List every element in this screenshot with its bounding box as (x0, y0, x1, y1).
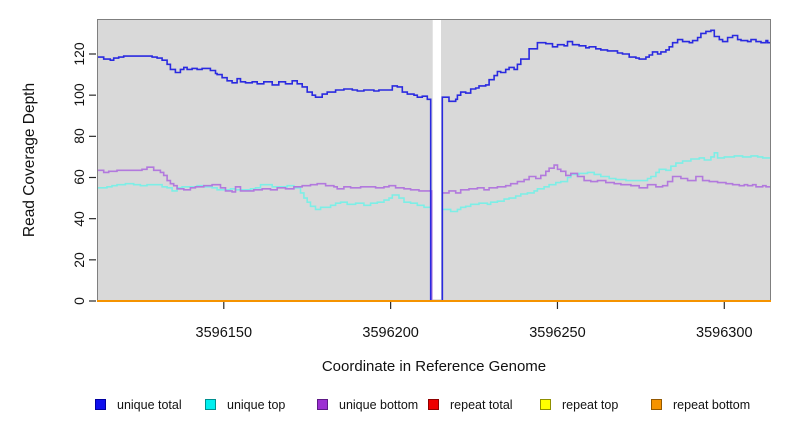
y-tick-label: 0 (71, 297, 87, 305)
legend-label: repeat top (562, 398, 619, 412)
y-tick-label: 100 (71, 83, 87, 107)
y-tick-label: 80 (71, 128, 87, 145)
legend-label: unique total (117, 398, 182, 412)
legend-swatch-icon (651, 399, 662, 410)
x-tick-label: 3596150 (195, 325, 253, 341)
x-tick-label: 3596250 (529, 325, 586, 341)
x-axis-title: Coordinate in Reference Genome (321, 358, 547, 375)
x-tick-label: 3596200 (362, 325, 419, 341)
series-line-unique-total (97, 29, 771, 302)
legend-swatch-icon (205, 399, 216, 410)
y-tick-label: 20 (71, 252, 87, 268)
legend-label: unique top (227, 398, 286, 412)
legend-swatch-icon (317, 399, 328, 410)
legend-swatch-icon (95, 399, 106, 410)
legend-label: repeat total (450, 398, 513, 412)
y-axis-title: Read Coverage Depth (21, 82, 38, 238)
series-line-unique-top (97, 152, 771, 302)
legend-swatch-icon (428, 399, 439, 410)
legend-label: unique bottom (339, 398, 419, 412)
series-line-unique-bottom (97, 164, 771, 302)
y-tick-label: 60 (71, 169, 87, 186)
x-tick-label: 3596300 (696, 325, 753, 341)
masked-region (432, 19, 441, 300)
y-tick-label: 40 (71, 210, 87, 227)
legend-label: repeat bottom (673, 398, 751, 412)
y-tick-label: 120 (71, 42, 87, 66)
legend-swatch-icon (540, 399, 551, 410)
